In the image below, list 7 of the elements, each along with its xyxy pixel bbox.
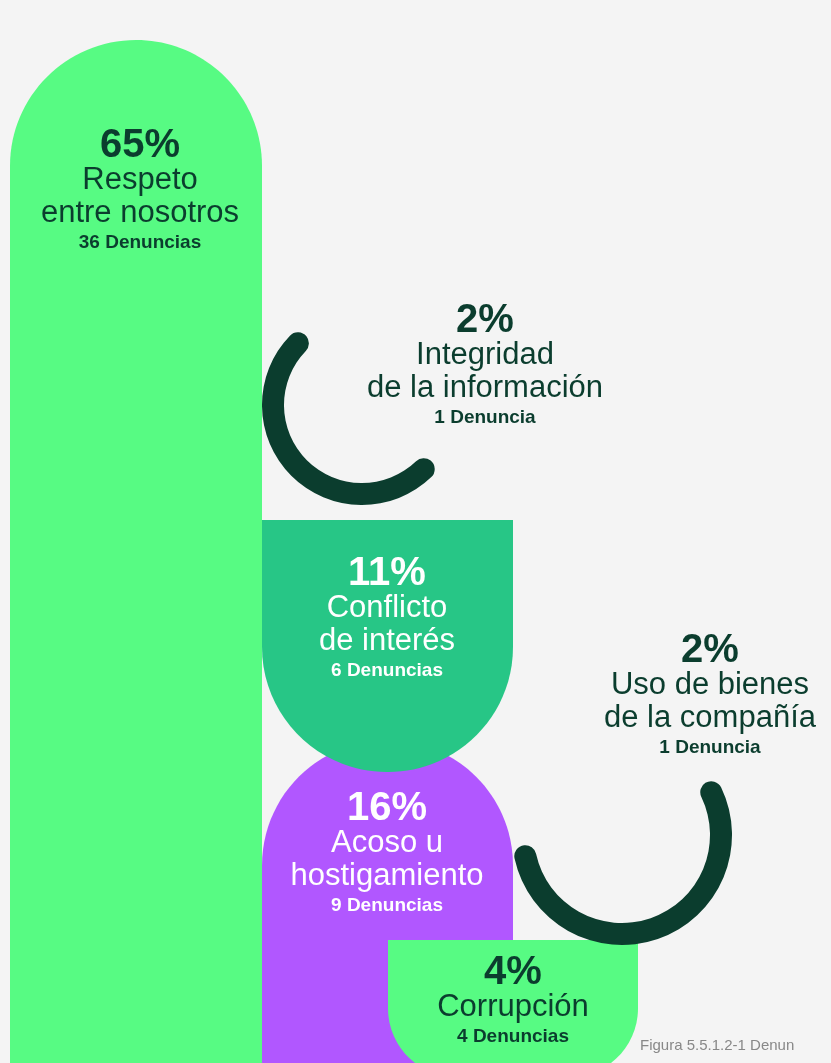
data-label: 4 Denuncias xyxy=(457,1025,569,1046)
data-label: 9 Denuncias xyxy=(331,894,443,915)
data-label: 6 Denuncias xyxy=(331,659,443,680)
data-label: 1 Denuncia xyxy=(659,736,762,757)
data-label: 36 Denuncias xyxy=(78,231,202,252)
data-label: 1 Denuncia xyxy=(434,406,537,427)
text: Figura 5.5.1.2-1 Denun xyxy=(640,1036,795,1053)
